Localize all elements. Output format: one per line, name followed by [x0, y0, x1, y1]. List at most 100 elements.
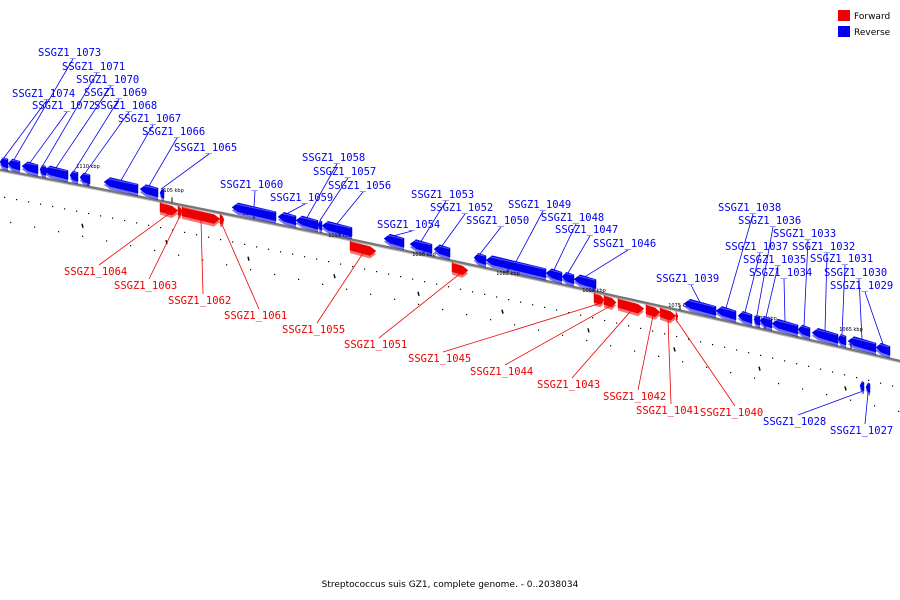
gene-label: SSGZ1_1064 [64, 266, 127, 278]
minor-tick-dot [706, 366, 708, 368]
minor-tick-dot [370, 293, 372, 295]
gene-label: SSGZ1_1065 [174, 142, 237, 154]
gene-ssgz1-1058[interactable] [295, 215, 319, 233]
minor-tick-dot [754, 377, 756, 379]
minor-tick-dot [628, 325, 630, 327]
minor-tick-dot [388, 273, 390, 275]
gene-ssgz1-1052[interactable] [433, 244, 451, 261]
gene-ssgz1-1061[interactable] [219, 214, 225, 228]
gene-ssgz1-1062[interactable] [181, 206, 221, 227]
minor-tick-dot [172, 229, 174, 231]
gene-label: SSGZ1_1034 [749, 267, 812, 279]
minor-tick-dot [664, 333, 666, 335]
gene-ssgz1-1027[interactable] [865, 382, 871, 396]
gene-ssgz1-1041[interactable] [659, 307, 677, 324]
gene-ssgz1-1038[interactable] [715, 306, 737, 323]
gene-arrow [485, 255, 547, 279]
gene-label: SSGZ1_1067 [118, 113, 181, 125]
gene-ssgz1-1068[interactable] [79, 172, 91, 187]
leader-line [13, 58, 74, 160]
minor-tick-dot [88, 212, 90, 215]
minor-tick-dot [796, 363, 798, 365]
gene-ssgz1-1050[interactable] [473, 252, 487, 268]
backbone-line [0, 168, 900, 363]
gene-highlight [0, 157, 8, 160]
leader-line [306, 163, 338, 218]
gene-label: SSGZ1_1038 [718, 202, 781, 214]
minor-tick-dot [424, 281, 426, 283]
gene-ssgz1-1065[interactable] [159, 188, 165, 202]
gene-ssgz1-1067[interactable] [103, 177, 139, 197]
gene-ssgz1-1042[interactable] [645, 304, 661, 320]
gene-highlight [8, 159, 20, 163]
gene-ssgz1-1044[interactable] [603, 295, 617, 310]
minor-tick-dot [850, 399, 852, 401]
gene-ssgz1-1035[interactable] [759, 316, 773, 332]
gene-ssgz1-1031[interactable] [837, 333, 847, 349]
minor-tick-dot [376, 271, 378, 273]
gene-label: SSGZ1_1056 [328, 180, 391, 192]
minor-tick-dot [280, 251, 282, 253]
gene-ssgz1-1049[interactable] [485, 255, 547, 281]
gene-ssgz1-1054[interactable] [383, 233, 405, 251]
minor-tick-dot [16, 199, 18, 201]
gene-ssgz1-1043[interactable] [617, 298, 645, 317]
gene-ssgz1-1032[interactable] [811, 328, 839, 347]
minor-tick-dot [772, 357, 774, 359]
gene-highlight [182, 206, 220, 216]
gene-arrow [159, 202, 179, 216]
gene-ssgz1-1030[interactable] [847, 336, 877, 356]
gene-arrow [737, 311, 753, 324]
gene-ssgz1-1066[interactable] [139, 184, 159, 201]
gene-ssgz1-1047[interactable] [561, 271, 575, 287]
minor-tick-dot [76, 210, 78, 212]
gene-ssgz1-1063[interactable] [177, 205, 183, 219]
gene-ssgz1-1040[interactable] [675, 311, 679, 324]
gene-ssgz1-1060[interactable] [231, 202, 277, 224]
gene-ssgz1-1069[interactable] [69, 170, 79, 185]
gene-highlight [410, 239, 432, 246]
minor-tick-dot [844, 374, 846, 376]
gene-ssgz1-1029[interactable] [875, 342, 891, 359]
gene-ssgz1-1048[interactable] [545, 268, 563, 285]
minor-tick-dot [586, 339, 588, 342]
gene-ssgz1-1028[interactable] [859, 381, 865, 395]
leader-line [803, 239, 809, 326]
gene-ssgz1-1033[interactable] [797, 324, 811, 340]
scale-tick-mark [81, 223, 84, 228]
gene-ssgz1-1064[interactable] [159, 202, 179, 219]
gene-ssgz1-1073[interactable] [7, 158, 21, 174]
leader-line [553, 223, 577, 271]
scale-tick-mark [247, 256, 250, 261]
gene-arrow [139, 184, 159, 198]
minor-tick-dot [778, 383, 780, 385]
leader-line [841, 264, 846, 335]
minor-tick-dot [538, 329, 540, 331]
gene-ssgz1-1057[interactable] [317, 220, 323, 234]
minor-tick-dot [10, 221, 12, 224]
gene-arrow [295, 215, 319, 230]
gene-arrow [43, 165, 69, 180]
gene-ssgz1-1034[interactable] [771, 318, 799, 337]
gene-label: SSGZ1_1073 [38, 47, 101, 59]
gene-label: SSGZ1_1036 [738, 215, 801, 227]
gene-ssgz1-1072[interactable] [21, 161, 39, 177]
gene-ssgz1-1039[interactable] [683, 298, 717, 319]
gene-ssgz1-1036[interactable] [753, 314, 761, 329]
gene-ssgz1-1037[interactable] [737, 311, 753, 327]
leader-line [783, 278, 786, 322]
minor-tick-dot [652, 330, 654, 332]
gene-highlight [232, 202, 276, 213]
gene-ssgz1-1056[interactable] [321, 221, 353, 240]
gene-ssgz1-1074[interactable] [0, 157, 9, 172]
minor-tick-dot [856, 377, 858, 379]
minor-tick-dot [352, 266, 354, 268]
gene-arrow [545, 268, 563, 282]
gene-ssgz1-1055[interactable] [349, 240, 377, 259]
gene-label: SSGZ1_1061 [224, 310, 287, 322]
gene-ssgz1-1070[interactable] [43, 165, 69, 183]
gene-ssgz1-1051[interactable] [451, 262, 469, 278]
gene-ssgz1-1046[interactable] [573, 274, 597, 292]
gene-ssgz1-1053[interactable] [409, 239, 433, 257]
gene-ssgz1-1059[interactable] [277, 212, 297, 228]
